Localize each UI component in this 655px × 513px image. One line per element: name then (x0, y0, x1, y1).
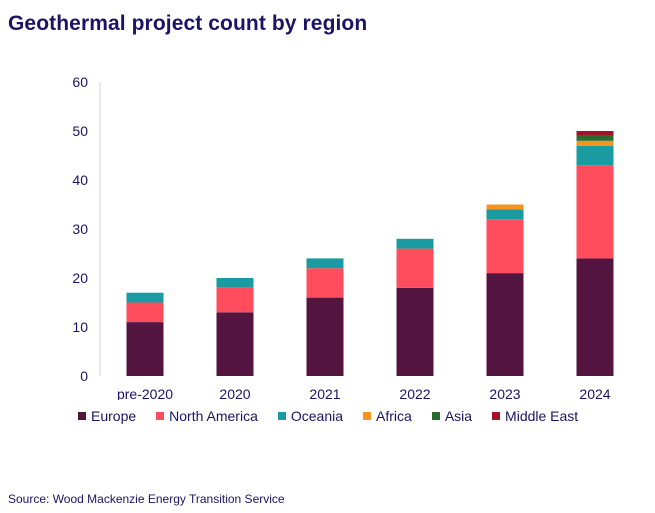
legend-label: Oceania (290, 408, 344, 424)
bar-segment-europe (306, 297, 344, 376)
bar-segment-africa (576, 140, 614, 146)
bar-segment-oceania (576, 145, 614, 166)
bar-segment-asia (576, 135, 614, 141)
y-tick-label: 0 (80, 368, 88, 384)
x-axis: pre-2020 2020 2021 2022 2023 2024 (117, 386, 611, 400)
legend-swatch (156, 412, 165, 420)
legend-label: Africa (376, 408, 412, 424)
y-tick-label: 60 (72, 74, 88, 90)
bar-segment-europe (396, 287, 434, 376)
legend-item: Oceania (277, 408, 344, 424)
bar-segment-oceania (126, 292, 164, 303)
legend-item: Europe (78, 408, 136, 424)
chart-title: Geothermal project count by region (8, 12, 368, 35)
bar-segment-africa (486, 204, 524, 210)
bar-segment-europe (126, 322, 164, 376)
bar-segment-north-america (396, 248, 434, 288)
legend-swatch (277, 412, 286, 420)
bar-segment-oceania (396, 238, 434, 249)
legend-swatch (363, 412, 372, 420)
x-tick-label: 2021 (309, 386, 340, 400)
bar-segment-europe (576, 258, 614, 376)
source-note: Source: Wood Mackenzie Energy Transition… (8, 492, 285, 506)
legend-label: Middle East (505, 408, 579, 424)
y-axis: 0 10 20 30 40 50 60 (72, 74, 101, 384)
legend-swatch (431, 412, 440, 420)
bar-segment-oceania (486, 209, 524, 220)
legend-swatch (78, 412, 86, 420)
stacked-bar-chart: 0 10 20 30 40 50 60 pre-2020 2020 2021 2022 2023 20… (72, 74, 614, 400)
legend-label: North America (169, 408, 258, 424)
legend-item: North America (156, 408, 258, 424)
x-tick-label: pre-2020 (117, 386, 173, 400)
legend: Europe North America Oceania Africa Asia Midd… (78, 408, 598, 424)
legend-label: Asia (444, 408, 473, 424)
bar-segment-north-america (216, 287, 254, 313)
bar-segment-europe (486, 273, 524, 376)
legend-swatch (492, 412, 501, 420)
x-tick-label: 2023 (489, 386, 520, 400)
bar-segment-middle-east (576, 131, 614, 136)
x-tick-label: 2024 (579, 386, 610, 400)
y-tick-label: 50 (72, 123, 88, 139)
y-tick-label: 30 (72, 221, 88, 237)
bar-segment-north-america (576, 165, 614, 259)
y-tick-label: 20 (72, 270, 88, 286)
bar-segment-oceania (216, 278, 254, 288)
y-tick-label: 40 (72, 172, 88, 188)
legend-item: Middle East (492, 408, 578, 424)
bar-segment-europe (216, 312, 254, 376)
x-tick-label: 2020 (219, 386, 250, 400)
legend-item: Africa (363, 408, 412, 424)
bar-segment-oceania (306, 258, 344, 269)
x-tick-label: 2022 (399, 386, 430, 400)
legend-item: Asia (431, 408, 473, 424)
legend-label: Europe (91, 408, 137, 424)
bar-segment-north-america (306, 268, 344, 298)
bar-segment-north-america (486, 219, 524, 274)
bar-segment-north-america (126, 302, 164, 323)
bars (126, 131, 614, 376)
y-tick-label: 10 (72, 319, 88, 335)
